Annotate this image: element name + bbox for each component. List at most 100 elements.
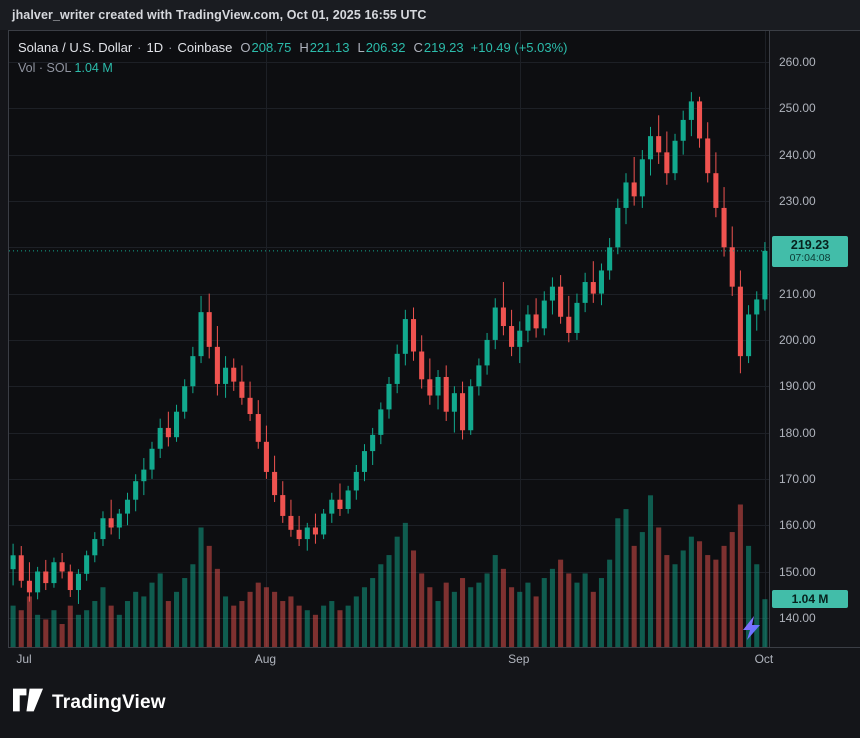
- volume-bar: [288, 596, 294, 647]
- candle-body: [680, 119, 686, 141]
- candle-body: [92, 539, 98, 556]
- candle-body: [762, 250, 768, 300]
- volume-bar: [468, 587, 474, 647]
- candlestick-chart[interactable]: [9, 31, 769, 647]
- low-key: L: [357, 40, 365, 55]
- volume-bar: [321, 605, 327, 647]
- candle-body: [345, 490, 351, 509]
- price-tick: 150.00: [779, 564, 816, 579]
- time-axis-label: Sep: [508, 652, 530, 666]
- candle-body: [141, 469, 147, 482]
- volume-bar: [26, 596, 32, 647]
- tradingview-wordmark: TradingView: [52, 691, 166, 713]
- volume-bar: [386, 555, 392, 647]
- candle-body: [263, 441, 269, 472]
- volume-bar: [353, 596, 359, 647]
- candle-body: [124, 499, 131, 514]
- volume-bar: [165, 601, 171, 647]
- candle-body: [10, 555, 16, 570]
- price-tick: 240.00: [779, 147, 816, 162]
- attribution-bar: jhalver_writer created with TradingView.…: [0, 0, 860, 30]
- candle-body: [656, 136, 662, 153]
- volume-bar: [312, 614, 318, 647]
- footer-branding[interactable]: TradingView: [13, 688, 166, 717]
- candle-body: [370, 434, 376, 452]
- candle-body: [639, 159, 645, 197]
- candle-body: [353, 471, 359, 491]
- separator-dot: ·: [137, 40, 142, 55]
- candle-body: [43, 571, 49, 584]
- price-tick: 210.00: [779, 286, 816, 301]
- volume-bar: [124, 601, 131, 647]
- volume-bar: [378, 564, 384, 647]
- candle-body: [402, 319, 408, 354]
- volume-bar: [721, 545, 727, 647]
- volume-bar: [157, 573, 163, 647]
- volume-bar: [631, 545, 637, 647]
- price-tick: 190.00: [779, 379, 816, 394]
- volume-bar: [255, 582, 261, 647]
- candle-body: [247, 397, 253, 415]
- volume-bar: [345, 605, 351, 647]
- time-axis[interactable]: Jul Aug Sep Oct: [8, 649, 773, 671]
- candle-body: [223, 367, 229, 384]
- candle-body: [100, 518, 106, 540]
- chart-pane[interactable]: Solana / U.S. Dollar · 1D · Coinbase O208.75 H…: [8, 30, 770, 648]
- candle-body: [672, 140, 678, 174]
- candle-body: [75, 573, 81, 591]
- volume-bar: [223, 596, 229, 647]
- volume-bar: [558, 559, 564, 647]
- volume-bar: [149, 582, 155, 647]
- candle-body: [182, 386, 188, 412]
- time-axis-label: Oct: [754, 652, 774, 666]
- time-axis-label: Jul: [16, 652, 32, 666]
- volume-bar: [296, 605, 302, 647]
- candle-body: [59, 562, 65, 572]
- volume-bar: [525, 582, 531, 647]
- volume-bar: [35, 614, 41, 647]
- candle-body: [484, 339, 490, 366]
- candle-body: [468, 386, 474, 431]
- volume-bar: [43, 619, 49, 647]
- open-key: O: [240, 40, 251, 55]
- symbol-legend-row[interactable]: Solana / U.S. Dollar · 1D · Coinbase O208.75 H…: [18, 38, 567, 58]
- price-axis[interactable]: 140.00 150.00 160.00 170.00 180.00 190.00 200.…: [770, 30, 860, 648]
- volume-bar: [762, 599, 768, 647]
- volume-bar: [443, 582, 449, 647]
- volume-bar: [272, 591, 278, 647]
- candle-body: [492, 307, 498, 340]
- candle-body: [647, 136, 654, 160]
- volume-bar: [492, 555, 498, 647]
- volume-bar: [214, 568, 220, 647]
- volume-bar: [582, 573, 588, 647]
- volume-legend-row[interactable]: Vol · SOL 1.04 M: [18, 58, 567, 78]
- volume-bar: [476, 582, 482, 647]
- candle-body: [517, 330, 523, 347]
- last-price-label: 219.23 07:04:08: [772, 235, 848, 267]
- candle-body: [255, 414, 261, 442]
- volume-bar: [427, 587, 433, 647]
- candle-body: [84, 555, 90, 574]
- volume-bar: [263, 587, 269, 647]
- volume-bar: [517, 591, 523, 647]
- candle-body: [607, 247, 613, 271]
- candle-body: [664, 152, 670, 174]
- candle-body: [165, 427, 171, 438]
- candle-body: [35, 571, 41, 593]
- volume-bar: [116, 614, 122, 647]
- price-tick: 180.00: [779, 425, 816, 440]
- time-axis-label: Aug: [254, 652, 277, 666]
- volume-bar: [304, 610, 310, 647]
- candle-body: [566, 316, 572, 333]
- volume-bar: [623, 509, 629, 647]
- volume-bar: [394, 536, 400, 647]
- volume-bar: [18, 610, 24, 647]
- close-key: C: [413, 40, 423, 55]
- candle-body: [631, 182, 637, 197]
- candle-body: [157, 427, 163, 449]
- high-key: H: [299, 40, 309, 55]
- candle-body: [321, 513, 327, 535]
- volume-bar: [484, 573, 490, 647]
- volume-bar: [370, 578, 376, 647]
